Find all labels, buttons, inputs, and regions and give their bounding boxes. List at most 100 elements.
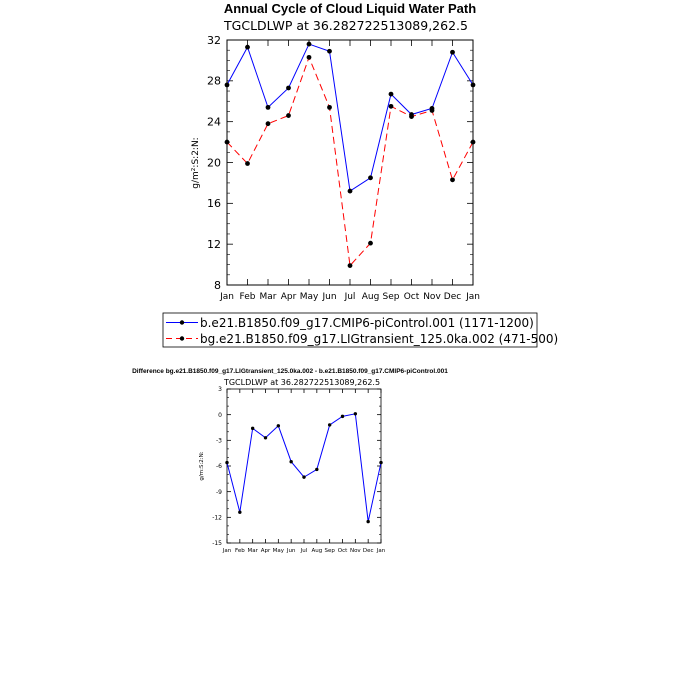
x-tick-label: Jan <box>465 292 480 302</box>
top-chart-x-axis: Jan Feb Mar Apr May Jun Jul Aug Sep Oct Nov Dec Jan <box>219 40 480 302</box>
top-chart-series <box>224 41 476 269</box>
x-tick-label: Mar <box>247 548 258 554</box>
series-1-point <box>306 41 312 47</box>
difference-chart-plot-frame <box>226 388 382 544</box>
series-1-point <box>302 475 306 479</box>
y-tick-label: 32 <box>207 34 221 47</box>
y-tick-label: 8 <box>214 279 221 292</box>
top-chart-y-label: g/m²:S:2:N: <box>191 137 201 188</box>
difference-chart-y-axis: -15 -12 -9 -6 -3 0 3 <box>212 386 381 547</box>
difference-chart-x-axis: Jan Feb Mar Apr May Jun Jul Aug Sep Oct Nov Dec Jan <box>222 389 386 554</box>
x-tick-label: Jan <box>222 548 232 554</box>
legend-box <box>162 312 538 348</box>
series-1-point <box>315 467 319 472</box>
x-tick-label: Dec <box>363 548 374 554</box>
y-tick-label: 0 <box>218 412 222 419</box>
x-tick-label: Nov <box>423 292 441 302</box>
top-chart-y-axis: 8 12 16 20 24 28 32 <box>207 34 473 292</box>
y-tick-label: 20 <box>207 156 221 169</box>
y-tick-label: 3 <box>218 386 222 393</box>
series-2-point <box>368 240 373 246</box>
x-tick-label: Feb <box>235 548 245 554</box>
y-tick-label: -3 <box>216 437 222 444</box>
series-1-point <box>340 414 345 419</box>
series-2-point <box>265 121 271 127</box>
legend-marker-series-1 <box>179 320 185 325</box>
x-tick-label: May <box>300 292 319 302</box>
series-1-point <box>263 436 268 440</box>
top-chart: Annual Cycle of Cloud Liquid Water Path … <box>162 1 558 348</box>
x-tick-label: Oct <box>338 548 348 554</box>
x-tick-label: Apr <box>261 548 271 554</box>
x-tick-label: Feb <box>240 292 256 302</box>
top-chart-legend: b.e21.B1850.f09_g17.CMIP6-piControl.001 … <box>162 312 558 348</box>
series-1-point <box>250 426 255 431</box>
series-2-point <box>470 139 476 145</box>
series-2-point <box>450 177 455 183</box>
series-line-1 <box>226 413 382 522</box>
series-2-point <box>388 103 394 109</box>
legend-marker-series-2 <box>179 336 185 341</box>
difference-chart-y-label: g/m:S:2:N: <box>199 451 205 480</box>
series-2-point <box>245 161 250 166</box>
y-tick-label: -12 <box>212 514 222 521</box>
y-tick-label: 12 <box>207 238 221 251</box>
x-tick-label: Nov <box>350 548 361 554</box>
legend-label-series-1: b.e21.B1850.f09_g17.CMIP6-piControl.001 … <box>200 316 534 330</box>
series-2-point <box>409 114 414 119</box>
x-tick-label: Sep <box>324 548 335 554</box>
series-1-point <box>286 85 291 91</box>
series-2-point <box>224 139 230 145</box>
series-2-point <box>327 104 332 110</box>
series-2-point <box>306 54 312 60</box>
series-1-point <box>327 423 332 427</box>
y-tick-label: -6 <box>216 463 222 470</box>
y-tick-label: -15 <box>212 540 222 547</box>
series-1-point <box>347 188 353 194</box>
x-tick-label: Jun <box>321 292 336 302</box>
x-tick-label: Aug <box>362 292 380 302</box>
series-1-point <box>245 44 250 50</box>
y-tick-label: -9 <box>216 489 222 496</box>
y-tick-label: 28 <box>207 75 221 88</box>
series-1-point <box>470 82 476 88</box>
series-1-point <box>289 460 293 464</box>
series-1-point <box>238 510 242 514</box>
x-tick-label: Dec <box>444 292 461 302</box>
difference-chart: Difference bg.e21.B1850.f09_g17.LIGtrans… <box>132 368 448 554</box>
series-1-point <box>265 104 271 110</box>
series-1-point <box>450 49 455 55</box>
x-tick-label: Oct <box>404 292 420 302</box>
x-tick-label: Jun <box>286 548 296 554</box>
series-1-point <box>388 91 394 97</box>
x-tick-label: Jan <box>219 292 234 302</box>
series-2-point <box>286 113 291 118</box>
x-tick-label: Mar <box>260 292 277 302</box>
difference-chart-subtitle: TGCLDLWP at 36.282722513089,262.5 <box>223 378 380 387</box>
series-1-point <box>225 460 229 465</box>
x-tick-label: Aug <box>311 548 322 554</box>
x-tick-label: Jul <box>344 292 356 302</box>
series-1-point <box>276 424 281 428</box>
series-1-point <box>353 412 358 416</box>
legend-label-series-2: bg.e21.B1850.f09_g17.LIGtransient_125.0k… <box>200 332 558 346</box>
difference-chart-series <box>225 412 383 524</box>
series-1-point <box>327 48 332 54</box>
top-chart-subtitle: TGCLDLWP at 36.282722513089,262.5 <box>223 18 468 33</box>
top-chart-plot-frame <box>226 39 474 286</box>
series-1-point <box>368 175 373 181</box>
x-tick-label: Apr <box>281 292 297 302</box>
difference-chart-title: Difference bg.e21.B1850.f09_g17.LIGtrans… <box>132 368 448 375</box>
top-chart-title: Annual Cycle of Cloud Liquid Water Path <box>224 1 476 16</box>
x-tick-label: May <box>273 548 285 554</box>
x-tick-label: Sep <box>383 292 400 302</box>
series-line-2 <box>226 55 474 267</box>
series-2-point <box>429 108 435 113</box>
y-tick-label: 16 <box>207 197 221 210</box>
y-tick-label: 24 <box>207 116 221 129</box>
series-1-point <box>224 82 230 88</box>
x-tick-label: Jan <box>376 548 386 554</box>
x-tick-label: Jul <box>300 548 308 554</box>
series-1-point <box>366 519 370 524</box>
